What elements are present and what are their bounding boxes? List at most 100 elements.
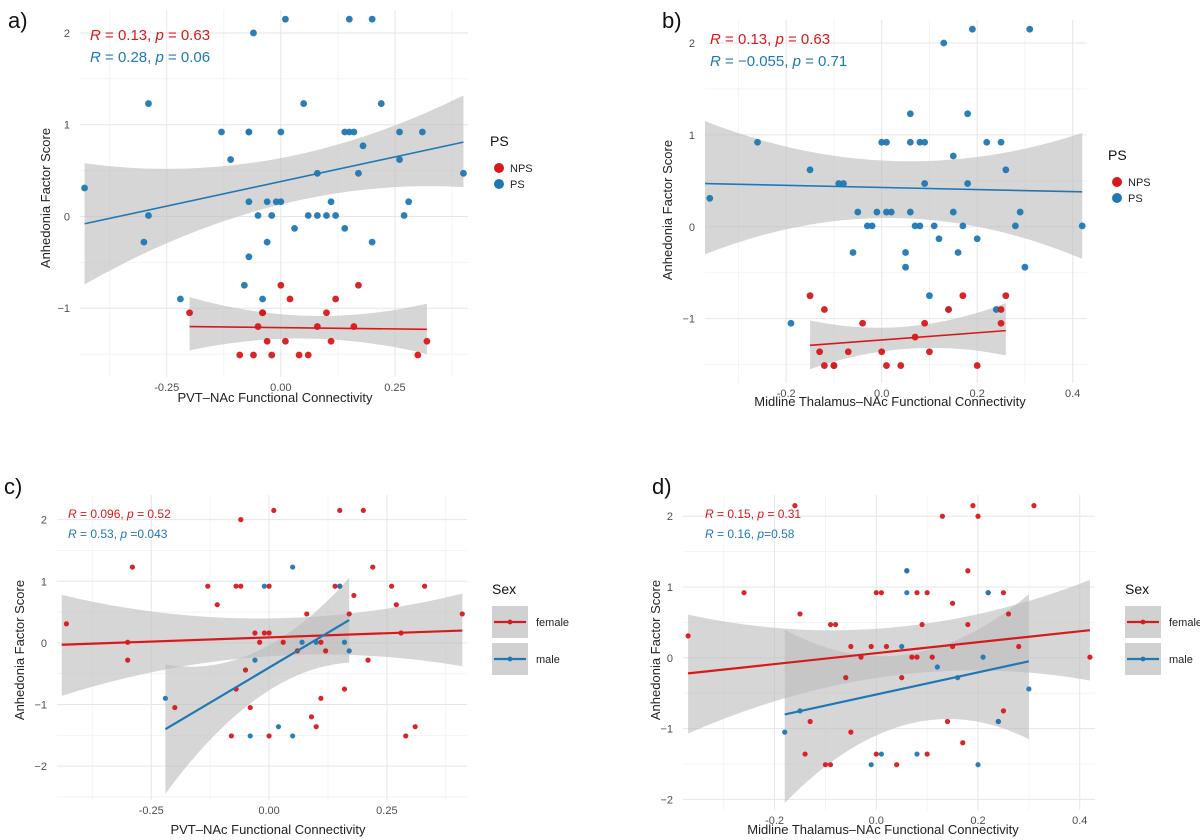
data-point bbox=[832, 621, 839, 628]
data-point bbox=[263, 198, 271, 206]
data-point bbox=[1002, 166, 1010, 174]
data-point bbox=[323, 648, 329, 654]
confidence-band-red bbox=[61, 593, 463, 696]
y-tick-label: 2 bbox=[41, 515, 47, 527]
data-point bbox=[162, 695, 168, 701]
data-point bbox=[973, 235, 981, 243]
data-point bbox=[263, 337, 271, 345]
data-point bbox=[368, 15, 376, 23]
data-point bbox=[377, 100, 385, 107]
x-tick-label: 0.25 bbox=[384, 382, 405, 394]
legend-title: Sex bbox=[1125, 581, 1149, 597]
y-tick-label: −2 bbox=[660, 794, 673, 806]
y-tick-label: 1 bbox=[41, 576, 47, 588]
data-point bbox=[299, 639, 305, 645]
data-point bbox=[350, 128, 358, 136]
data-point bbox=[878, 590, 884, 596]
y-tick-label: −2 bbox=[34, 761, 47, 773]
data-point bbox=[282, 337, 289, 345]
y-axis-title: Anhedonia Factor Score bbox=[648, 580, 663, 720]
regression-line-blue bbox=[164, 619, 350, 731]
data-point bbox=[894, 762, 900, 768]
data-point bbox=[351, 592, 357, 599]
data-point bbox=[337, 507, 343, 514]
y-axis-title: Anhedonia Factor Score bbox=[660, 140, 675, 280]
data-point bbox=[412, 724, 418, 730]
data-point bbox=[186, 309, 193, 317]
data-point bbox=[400, 212, 408, 219]
data-point bbox=[930, 222, 938, 230]
legend-key-ps bbox=[494, 179, 504, 189]
y-tick-label: −1 bbox=[682, 314, 695, 326]
x-tick-label: 0.00 bbox=[258, 805, 279, 817]
data-point bbox=[271, 507, 277, 514]
data-point bbox=[266, 733, 272, 739]
data-point bbox=[916, 222, 924, 230]
data-point bbox=[840, 180, 847, 187]
data-point bbox=[346, 648, 352, 654]
regression-line-blue bbox=[704, 182, 1083, 193]
data-point bbox=[259, 295, 266, 303]
stat-annotation-blue: R = 0.53, p =0.043 bbox=[68, 527, 168, 541]
x-tick-label: 0.2 bbox=[970, 388, 985, 400]
data-point bbox=[355, 281, 362, 289]
data-point bbox=[266, 583, 272, 589]
data-point bbox=[341, 686, 348, 692]
data-point bbox=[914, 590, 920, 596]
data-point bbox=[368, 238, 376, 246]
data-point bbox=[205, 583, 211, 589]
data-point bbox=[940, 39, 948, 47]
data-point bbox=[827, 762, 834, 768]
data-point bbox=[277, 281, 285, 289]
data-point bbox=[63, 621, 70, 627]
data-point bbox=[822, 762, 829, 768]
y-tick-label: 0 bbox=[689, 222, 695, 234]
data-point bbox=[359, 142, 367, 150]
data-point bbox=[914, 654, 920, 660]
data-point bbox=[949, 152, 957, 160]
stat-annotation-blue: R = 0.28, p = 0.06 bbox=[90, 49, 210, 66]
data-point bbox=[854, 208, 862, 216]
legend: Sex female male bbox=[492, 581, 569, 675]
x-axis-title: Midline Thalamus–NAc Functional Connecti… bbox=[754, 394, 1026, 409]
x-tick-label: -0.2 bbox=[765, 815, 784, 827]
data-point bbox=[949, 208, 957, 216]
legend-title: Sex bbox=[492, 581, 516, 597]
y-tick-label: −1 bbox=[34, 699, 47, 711]
data-point bbox=[849, 249, 857, 256]
data-point bbox=[125, 657, 131, 663]
x-tick-label: 0.25 bbox=[376, 805, 397, 817]
data-point bbox=[926, 348, 933, 356]
data-point bbox=[906, 138, 914, 146]
regression-line-red bbox=[809, 329, 1006, 347]
x-tick-label: 0.4 bbox=[1065, 388, 1080, 400]
x-tick-label: -0.25 bbox=[139, 805, 164, 817]
data-point bbox=[245, 128, 253, 136]
data-point bbox=[929, 654, 935, 660]
legend: Sex female male bbox=[1125, 581, 1200, 675]
data-point bbox=[787, 319, 795, 327]
data-point bbox=[266, 630, 272, 636]
data-point bbox=[308, 714, 315, 720]
data-point bbox=[935, 235, 943, 243]
data-point bbox=[868, 762, 874, 768]
data-point bbox=[290, 733, 296, 739]
data-point bbox=[388, 583, 395, 589]
legend-label: PS bbox=[1128, 193, 1143, 205]
data-point bbox=[959, 222, 967, 230]
data-point bbox=[797, 611, 803, 617]
data-point bbox=[878, 138, 886, 146]
y-tick-label: 1 bbox=[689, 130, 695, 142]
data-point bbox=[1021, 263, 1029, 271]
data-point bbox=[332, 583, 338, 589]
data-point bbox=[975, 513, 981, 519]
data-point bbox=[332, 295, 340, 303]
data-point bbox=[282, 15, 289, 23]
data-point bbox=[172, 704, 178, 711]
data-point bbox=[250, 29, 257, 37]
data-point bbox=[238, 583, 244, 589]
regression-line-blue bbox=[84, 141, 464, 225]
confidence-band-red bbox=[810, 303, 1006, 370]
data-point bbox=[843, 675, 849, 681]
data-point bbox=[337, 583, 343, 589]
